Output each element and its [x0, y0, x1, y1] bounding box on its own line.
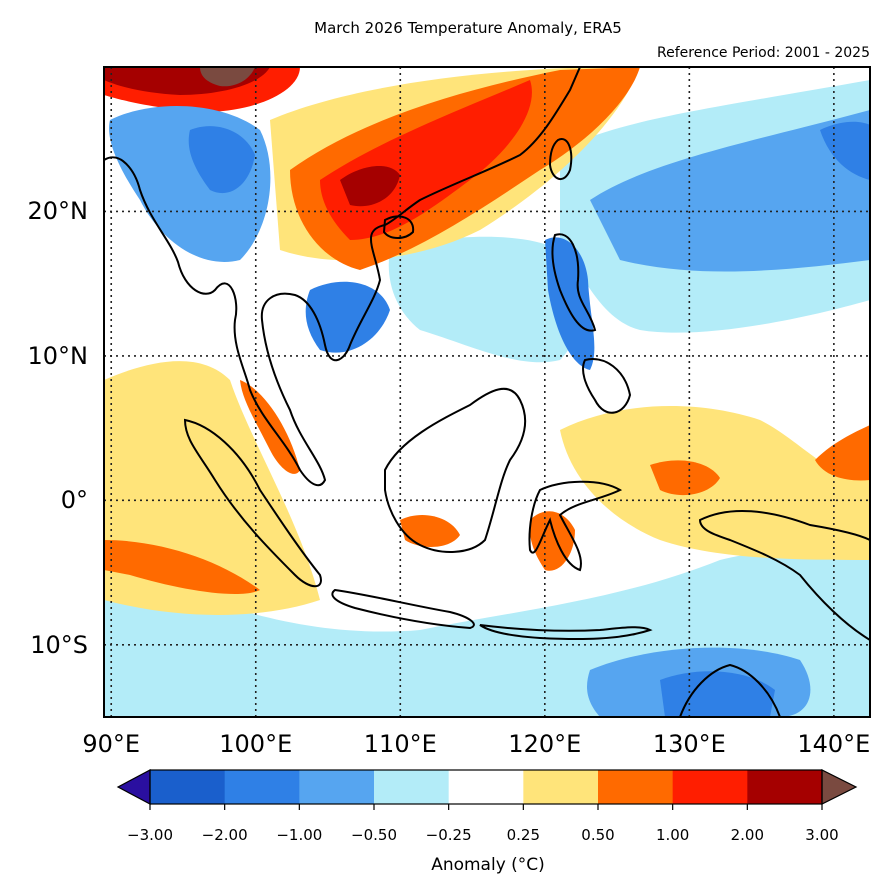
- lat-tick-label: 10°S: [30, 630, 88, 659]
- colorbar-tick-label: 3.00: [805, 826, 839, 844]
- coastline-new-guinea: [698, 510, 870, 642]
- lon-tick-label: 130°E: [652, 730, 726, 758]
- colorbar-cell: [150, 770, 226, 804]
- colorbar-cell: [747, 770, 823, 804]
- anomaly-region-china-darkred: [340, 165, 400, 207]
- colorbar-cell: [224, 770, 300, 804]
- lon-tick-label: 140°E: [797, 730, 871, 758]
- map-title: March 2026 Temperature Anomaly, ERA5: [314, 19, 622, 37]
- colorbar-under-arrow: [116, 769, 151, 805]
- colorbar-tick-label: 2.00: [730, 826, 765, 844]
- anomaly-region-indian-orange: [104, 540, 260, 595]
- colorbar-tick-label: 0.25: [506, 826, 541, 844]
- coastline-lesser-sunda: [479, 624, 653, 641]
- anomaly-region-pacific-blue: [590, 110, 870, 272]
- colorbar-cell: [374, 770, 450, 804]
- anomaly-region-pacific-blue-2: [820, 121, 870, 180]
- colorbar-over-arrow: [821, 769, 858, 805]
- anomaly-field: [104, 67, 870, 717]
- lon-tick-label: 110°E: [363, 730, 437, 758]
- anomaly-region-scs: [388, 236, 579, 363]
- anomaly-region-cambodia-blue: [305, 281, 390, 353]
- colorbar-tick-label: 0.50: [581, 826, 615, 844]
- lat-tick-label: 20°N: [27, 197, 89, 226]
- colorbar-tick-label: −0.50: [351, 826, 397, 844]
- coastline-borneo: [384, 387, 527, 553]
- colorbar-tickmarks: [149, 804, 823, 810]
- colorbar-cells: [150, 770, 823, 804]
- coastline-luzon: [551, 233, 597, 332]
- coastlines: [104, 67, 870, 717]
- coastline-sumatra: [183, 418, 322, 588]
- anomaly-region-philippines-blue: [545, 237, 595, 370]
- colorbar-frame: [149, 769, 823, 805]
- coastline-java: [331, 588, 475, 630]
- colorbar-tick-label: −3.00: [127, 826, 173, 844]
- colorbar-label: Anomaly (°C): [431, 855, 545, 875]
- colorbar-tick-label: −0.25: [425, 826, 472, 844]
- colorbar-tick-label: −1.00: [276, 826, 323, 844]
- anomaly-region-indochina-deep: [188, 126, 255, 194]
- map-frame: [103, 66, 871, 718]
- coastline-hainan: [382, 215, 415, 239]
- lat-tick-label: 10°N: [27, 341, 89, 370]
- coastline-taiwan: [548, 138, 573, 180]
- coastline-australia: [679, 663, 781, 717]
- colorbar-cell: [598, 770, 674, 804]
- lon-tick-label: 120°E: [508, 730, 582, 758]
- lat-tick-label: 0°: [60, 486, 88, 515]
- colorbar-cell: [299, 770, 375, 804]
- colorbar-cell: [523, 770, 599, 804]
- coastline-mindanao: [582, 358, 632, 414]
- anomaly-region-australia-deep: [660, 671, 775, 717]
- anomaly-region-borneo-orange: [400, 515, 460, 547]
- colorbar-cell: [448, 770, 524, 804]
- coastline-sulawesi: [528, 480, 623, 572]
- colorbar-tick-label: 1.00: [655, 826, 690, 844]
- anomaly-region-tibet-brown: [200, 67, 255, 87]
- gridlines: [104, 67, 870, 717]
- anomaly-region-pacific-orange: [815, 425, 870, 481]
- colorbar-tick-label: −2.00: [201, 826, 248, 844]
- anomaly-region-east-orange: [650, 460, 720, 496]
- colorbar-cell: [672, 770, 748, 804]
- reference-period: Reference Period: 2001 - 2025: [657, 45, 870, 61]
- lon-tick-label: 90°E: [82, 730, 141, 758]
- lon-tick-label: 100°E: [219, 730, 293, 758]
